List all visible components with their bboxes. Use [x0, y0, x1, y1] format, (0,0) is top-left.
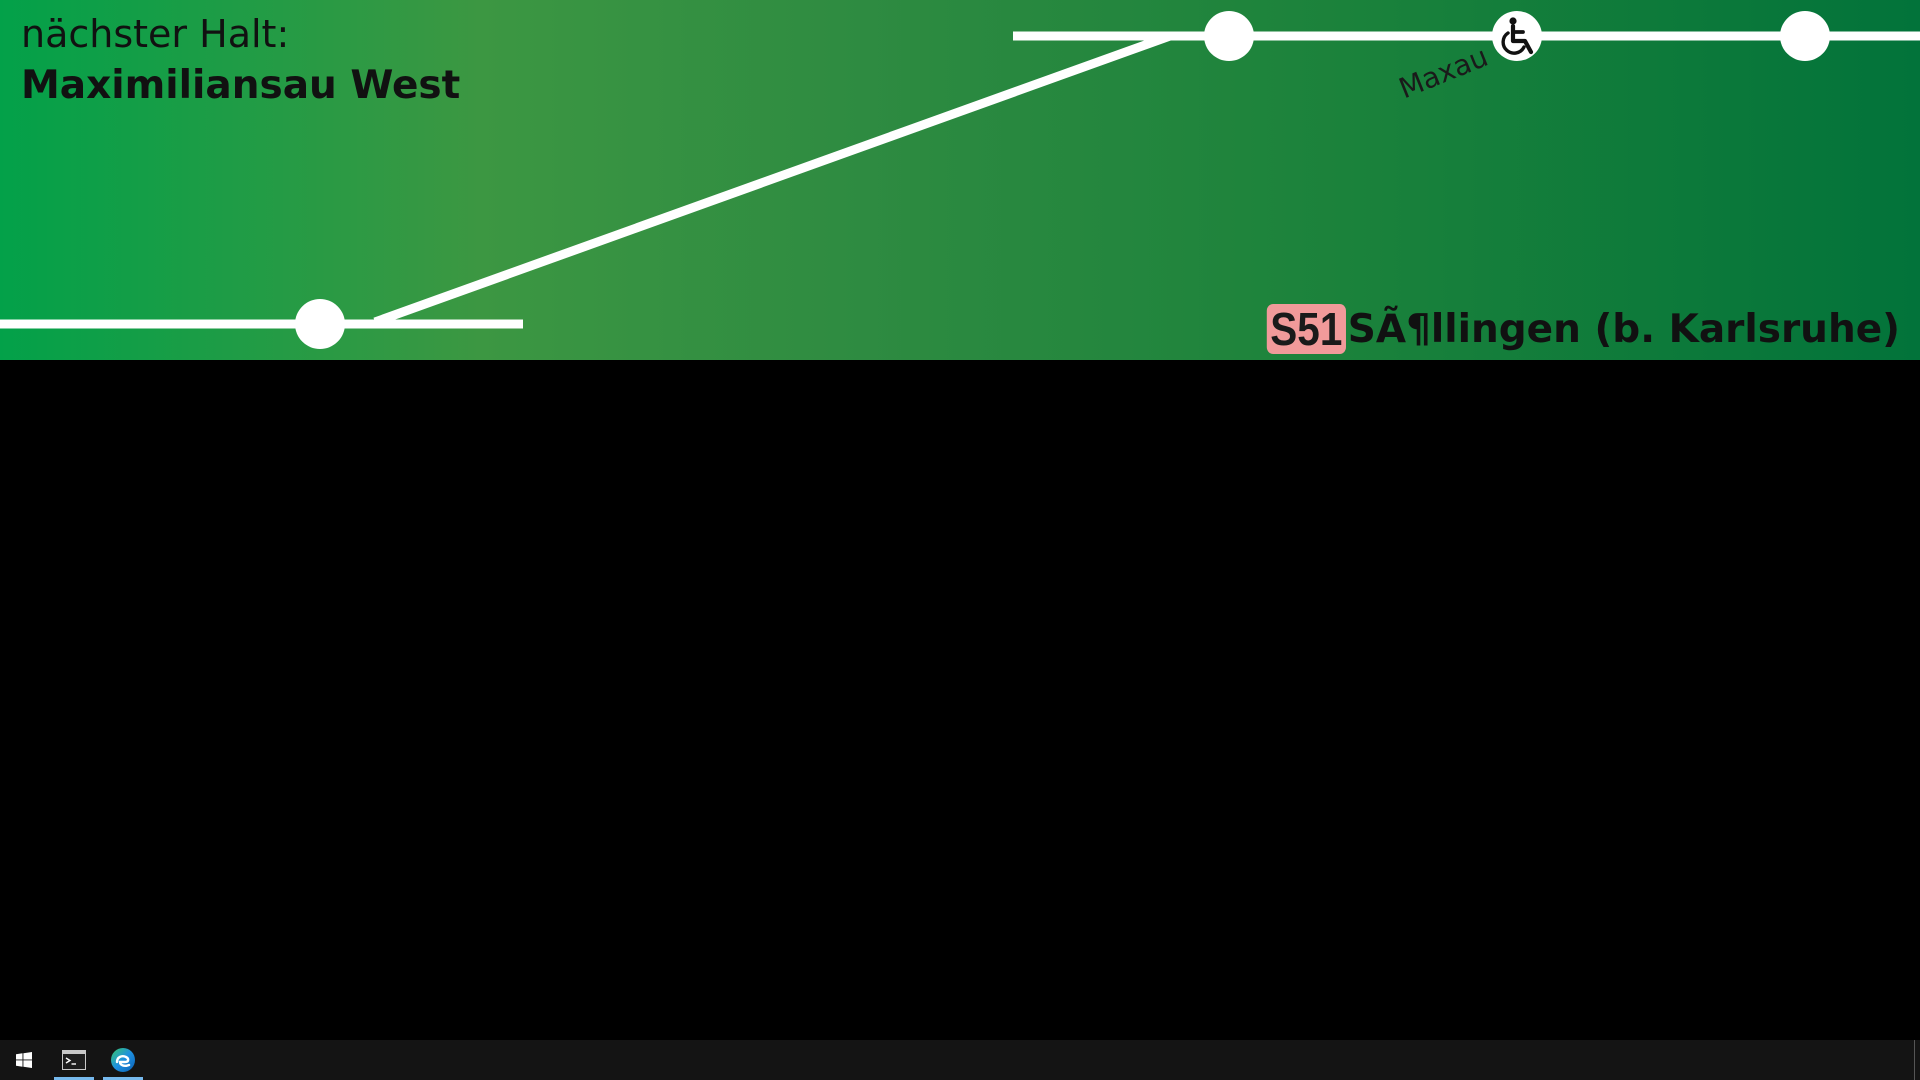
terminal-icon: [62, 1050, 86, 1070]
show-desktop-button[interactable]: [1914, 1040, 1920, 1080]
line-badge: S51: [1266, 304, 1346, 354]
passenger-info-display: nächster Halt: Maximiliansau West Maxau …: [0, 0, 1920, 360]
track-diagonal: [373, 31, 1172, 327]
route-map: Maxau: [0, 11, 1920, 349]
wheelchair-icon: [1501, 17, 1534, 55]
station-marker-accessible: [1492, 11, 1542, 61]
station-label-maxau: Maxau: [1394, 40, 1492, 105]
taskbar-edge[interactable]: [99, 1040, 147, 1080]
station-marker: [295, 299, 345, 349]
destination-name: SÃ¶llingen (b. Karlsruhe): [1347, 306, 1900, 352]
windows-start-icon: [16, 1052, 32, 1068]
next-stop-label: nächster Halt:: [21, 12, 290, 56]
station-marker: [1780, 11, 1830, 61]
edge-browser-icon: [111, 1048, 135, 1072]
destination: S51 SÃ¶llingen (b. Karlsruhe): [1256, 303, 1900, 355]
next-stop-name: Maximiliansau West: [21, 63, 461, 108]
start-button[interactable]: [0, 1040, 48, 1080]
taskbar: [0, 1040, 1920, 1080]
taskbar-terminal[interactable]: [50, 1040, 98, 1080]
station-marker: [1204, 11, 1254, 61]
